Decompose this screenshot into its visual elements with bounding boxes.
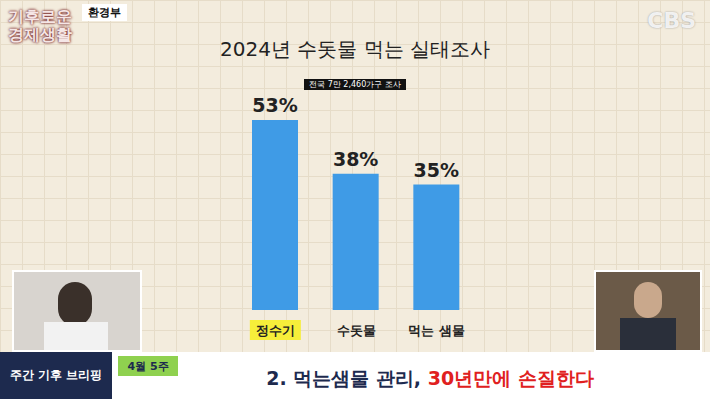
html-text:전국 7만 2,460가구 조사: 전국 7만 2,460가구 조사: [309, 80, 401, 89]
svg-text:먹는 샘물: 먹는 샘물: [408, 323, 465, 338]
svg-text:53%: 53%: [252, 94, 297, 116]
html-text:기후로운: 기후로운: [8, 7, 72, 26]
html-text:주간 기후 브리핑: 주간 기후 브리핑: [9, 368, 103, 382]
html-text:2024년 수돗물 먹는 실태조사: 2024년 수돗물 먹는 실태조사: [220, 37, 490, 61]
html-text:환경부: 환경부: [88, 6, 121, 19]
svg-text:수돗물: 수돗물: [337, 323, 376, 338]
html-text:4월 5주: 4월 5주: [127, 359, 169, 373]
html-text:2. 먹는샘물 관리, 30년만에 손질한다: 2. 먹는샘물 관리, 30년만에 손질한다: [266, 367, 594, 389]
html-text:CBS: CBS: [647, 8, 696, 33]
svg-text:정수기: 정수기: [256, 323, 295, 338]
html-text:경제생활: 경제생활: [8, 25, 72, 44]
svg-text:38%: 38%: [333, 148, 378, 170]
svg-text:35%: 35%: [414, 159, 459, 181]
